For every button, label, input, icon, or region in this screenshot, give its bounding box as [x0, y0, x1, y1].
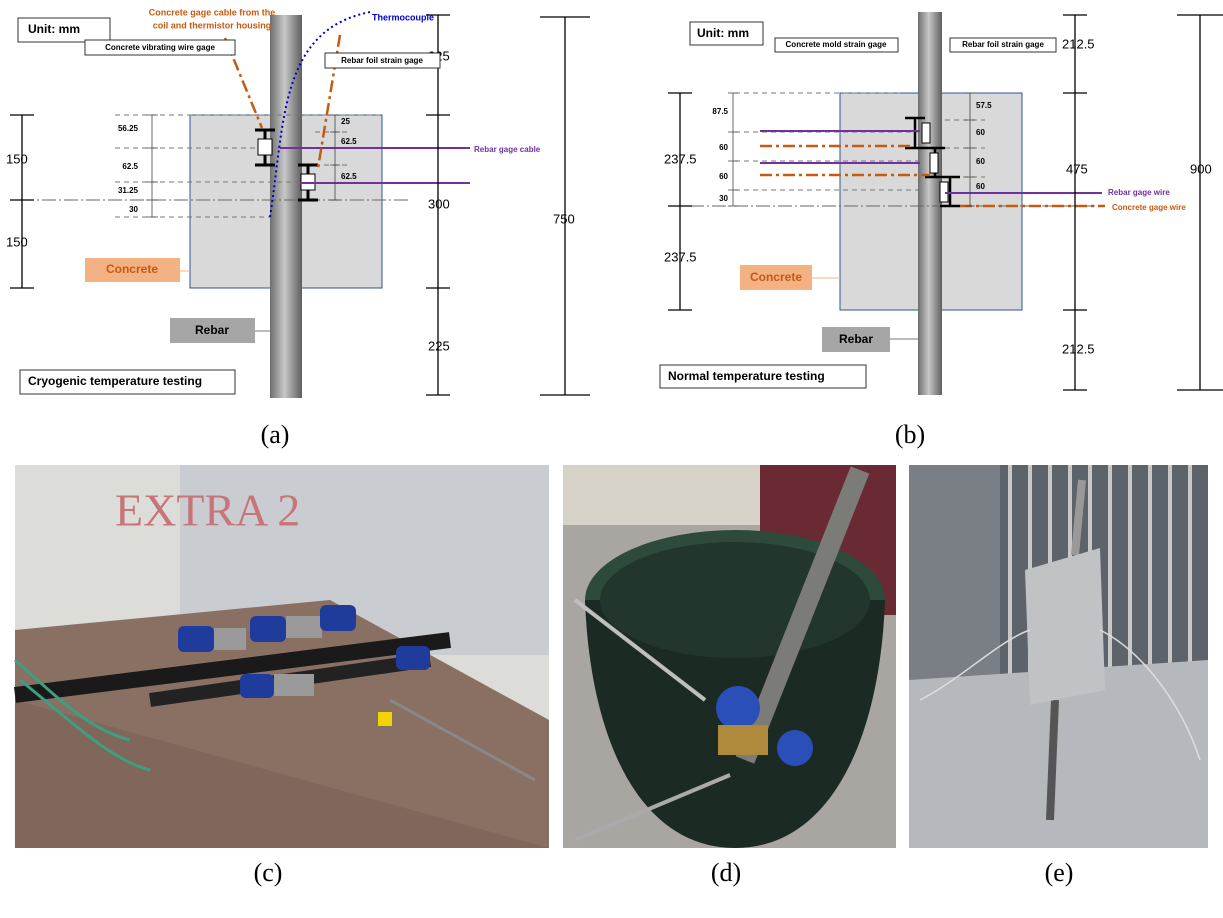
label: 57.5 [976, 101, 992, 110]
shape [396, 646, 430, 670]
photo-text: EXTRA 2 [115, 485, 300, 536]
label: 60 [976, 157, 985, 166]
label: 56.25 [118, 124, 139, 133]
label: 300 [428, 196, 450, 211]
label: 60 [719, 172, 728, 181]
label: Concrete gage wire [1112, 203, 1186, 212]
label: Normal temperature testing [668, 369, 825, 383]
label: Rebar gage wire [1108, 188, 1170, 197]
rebar-bar [270, 15, 302, 398]
label: Rebar [839, 332, 873, 346]
label: 25 [341, 117, 350, 126]
panel-b: 87.5 60 60 30 57.5 60 60 60 237.5 237.5 … [660, 12, 1223, 449]
label: (c) [254, 858, 283, 887]
shape [563, 465, 763, 525]
label: Thermocouple [372, 12, 434, 22]
shape [1050, 700, 1055, 820]
shape [1063, 15, 1087, 390]
shape [240, 674, 274, 698]
shape [728, 93, 738, 206]
label: 30 [129, 205, 138, 214]
panel-a: 56.25 62.5 31.25 30 25 62.5 62.5 150 150… [6, 7, 590, 449]
label: 62.5 [122, 162, 138, 171]
label: 212.5 [1062, 341, 1095, 356]
foil-gage [922, 123, 930, 143]
label: Cryogenic temperature testing [28, 374, 202, 388]
shape [540, 17, 590, 395]
label: Unit: mm [697, 26, 749, 40]
label: 237.5 [664, 249, 697, 264]
shape [716, 686, 760, 730]
rebar-bar [918, 12, 942, 395]
shape [320, 605, 356, 631]
shape [668, 93, 692, 310]
gage-body [258, 139, 272, 155]
label: Concrete gage cable from the [149, 7, 276, 17]
label: 62.5 [341, 172, 357, 181]
label: coil and thermistor housing [153, 20, 272, 30]
label: Rebar gage cable [474, 145, 541, 154]
photo-d: (d) [563, 465, 896, 887]
label: Rebar foil strain gage [341, 56, 423, 65]
shape [10, 115, 34, 288]
label: Concrete [750, 270, 802, 284]
label: (a) [261, 420, 290, 449]
shape [178, 626, 214, 652]
label: Concrete vibrating wire gage [105, 43, 215, 52]
label: 60 [719, 143, 728, 152]
label: (b) [895, 420, 925, 449]
label: Rebar foil strain gage [962, 40, 1044, 49]
label: (e) [1045, 858, 1074, 887]
label: 30 [719, 194, 728, 203]
foil-gage [930, 153, 938, 173]
shape [777, 730, 813, 766]
label: (d) [711, 858, 741, 887]
figure: 56.25 62.5 31.25 30 25 62.5 62.5 150 150… [0, 0, 1223, 918]
label: 87.5 [712, 107, 728, 116]
shape [718, 725, 768, 755]
label: 750 [553, 211, 575, 226]
label: Concrete [106, 262, 158, 276]
shape [1025, 548, 1105, 705]
label: 150 [6, 234, 28, 249]
label: Unit: mm [28, 22, 80, 36]
shape [250, 616, 286, 642]
label: 225 [428, 338, 450, 353]
label: 212.5 [1062, 36, 1095, 51]
label: 900 [1190, 161, 1212, 176]
shape [286, 616, 322, 638]
label: 150 [6, 151, 28, 166]
shape [378, 712, 392, 726]
shape [146, 115, 158, 217]
label: 62.5 [341, 137, 357, 146]
photo-e: (e) [909, 465, 1208, 887]
label: Concrete mold strain gage [786, 40, 887, 49]
label: 60 [976, 128, 985, 137]
photo-c: EXTRA 2 (c) [15, 465, 549, 887]
shape [274, 674, 314, 696]
label: Rebar [195, 323, 229, 337]
label: 31.25 [118, 186, 139, 195]
label: 237.5 [664, 151, 697, 166]
label: 60 [976, 182, 985, 191]
label: 475 [1066, 161, 1088, 176]
shape [214, 628, 246, 650]
